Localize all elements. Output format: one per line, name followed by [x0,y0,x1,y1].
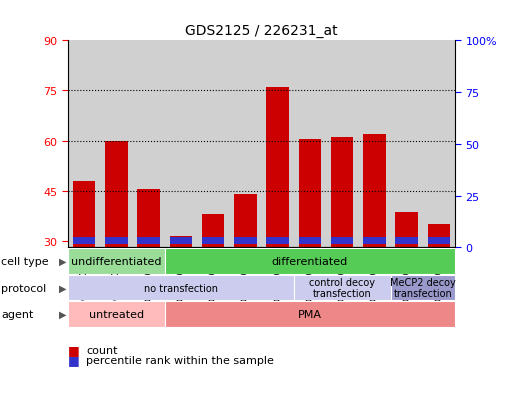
Bar [165,301,455,327]
Text: protocol: protocol [1,283,47,293]
Bar [73,181,95,248]
Bar [68,301,165,327]
Bar [202,214,224,248]
Bar [169,236,192,248]
Bar [169,238,192,244]
Text: percentile rank within the sample: percentile rank within the sample [86,355,274,365]
Bar [197,41,229,248]
Bar [105,141,128,248]
Text: agent: agent [1,309,33,319]
Text: MeCP2 decoy
transfection: MeCP2 decoy transfection [390,277,456,299]
Bar [68,249,165,274]
Bar [428,238,450,244]
Text: ■: ■ [68,354,79,367]
Bar [391,275,455,301]
Text: no transfection: no transfection [144,283,218,293]
Text: cell type: cell type [1,256,49,266]
Bar [423,41,455,248]
Bar [358,41,391,248]
Bar [331,138,354,248]
Text: ▶: ▶ [59,309,66,319]
Bar [132,41,165,248]
Text: ▶: ▶ [59,256,66,266]
Bar [326,41,358,248]
Bar [73,238,95,244]
Bar [234,238,257,244]
Text: untreated: untreated [89,309,144,319]
Bar [391,41,423,248]
Text: PMA: PMA [298,309,322,319]
Bar [138,190,160,248]
Bar [331,238,354,244]
Text: undifferentiated: undifferentiated [71,256,162,266]
Bar [138,238,160,244]
Bar [202,238,224,244]
Bar [68,41,100,248]
Bar [229,41,262,248]
Bar [299,238,321,244]
Bar [266,88,289,248]
Bar [428,225,450,248]
Bar [165,249,455,274]
Bar [68,275,294,301]
Text: ▶: ▶ [59,283,66,293]
Text: ■: ■ [68,343,79,356]
Bar [363,238,385,244]
Text: control decoy
transfection: control decoy transfection [309,277,375,299]
Bar [363,135,385,248]
Bar [395,238,418,244]
Bar [395,213,418,248]
Bar [105,238,128,244]
Bar [294,275,391,301]
Bar [262,41,294,248]
Bar [299,140,321,248]
Text: count: count [86,345,118,355]
Bar [100,41,132,248]
Title: GDS2125 / 226231_at: GDS2125 / 226231_at [185,24,338,38]
Bar [294,41,326,248]
Bar [165,41,197,248]
Bar [266,238,289,244]
Bar [234,195,257,248]
Text: differentiated: differentiated [272,256,348,266]
